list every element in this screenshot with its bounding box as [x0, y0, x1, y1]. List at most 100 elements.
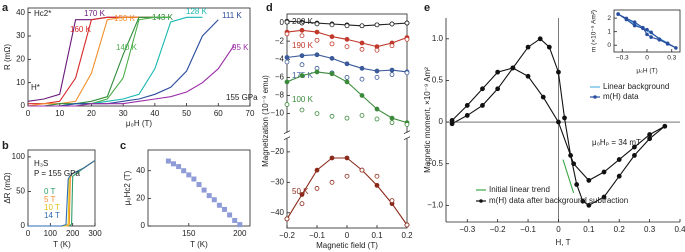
series-label: 50 K — [292, 187, 309, 196]
x-tick-label: 300 — [88, 229, 102, 238]
marker — [525, 44, 531, 50]
marker — [586, 202, 592, 208]
y-tick-label: −40 — [270, 208, 284, 217]
marker — [314, 186, 320, 191]
marker — [176, 164, 182, 170]
marker — [374, 74, 380, 80]
marker — [299, 107, 305, 113]
marker — [299, 53, 305, 59]
marker — [314, 37, 320, 43]
marker — [216, 202, 222, 208]
x-tick-label: −0.1 — [309, 231, 325, 240]
marker — [662, 123, 668, 129]
marker — [510, 65, 516, 71]
annotation: Hc2* — [34, 9, 51, 18]
marker — [359, 113, 365, 118]
y-tick-label: 20 — [136, 193, 145, 202]
x-tick-label: 0 — [26, 109, 31, 118]
x-tick-label: 0.1 — [371, 231, 383, 240]
marker — [546, 44, 552, 50]
marker — [181, 168, 187, 174]
x-tick-label: 200 — [66, 229, 80, 238]
marker — [284, 216, 290, 222]
marker — [495, 69, 501, 75]
series-line — [27, 16, 155, 107]
marker — [344, 155, 350, 161]
marker — [556, 69, 561, 75]
marker — [314, 21, 320, 27]
marker — [329, 179, 335, 185]
marker — [329, 113, 335, 119]
marker — [389, 21, 395, 27]
marker — [314, 167, 320, 173]
marker — [674, 46, 678, 50]
marker — [237, 222, 243, 228]
y-tick-label: −1.0 — [427, 200, 443, 209]
marker — [171, 161, 176, 167]
x-tick-label: 100 — [44, 229, 58, 238]
x-tick-label: 0.3 — [644, 225, 656, 234]
panel-letter: c — [120, 140, 126, 152]
marker — [359, 40, 365, 46]
series-label: 190 K — [292, 41, 314, 50]
marker — [632, 152, 637, 158]
series-label: 0 T — [44, 187, 56, 196]
break-mark — [403, 130, 411, 135]
marker — [299, 62, 305, 68]
marker — [641, 26, 645, 31]
marker — [299, 192, 305, 197]
annotation: P = 155 GPa — [34, 169, 80, 178]
marker — [191, 176, 197, 182]
y-tick-label: 10 — [16, 78, 25, 87]
marker — [329, 34, 335, 40]
series-line — [28, 16, 171, 107]
marker — [206, 193, 212, 199]
y-tick-label: −6 — [275, 72, 285, 81]
marker — [359, 76, 365, 82]
x-axis-label: H, T — [556, 238, 571, 247]
y-tick-label: 1 — [607, 28, 611, 35]
legend-label: m(H) data — [603, 92, 639, 101]
x-tick-label: −0.3 — [459, 225, 475, 234]
marker — [329, 22, 335, 28]
marker — [574, 182, 580, 187]
x-tick-label: −0.3 — [616, 55, 629, 62]
marker — [389, 120, 395, 126]
marker — [299, 33, 305, 39]
marker — [284, 19, 290, 25]
marker — [540, 94, 546, 100]
x-axis-label: μ₀H (T) — [636, 68, 657, 75]
marker — [404, 222, 410, 228]
series-label: 200 K — [292, 17, 314, 26]
marker — [284, 79, 290, 85]
marker — [562, 115, 567, 121]
series-line — [28, 16, 203, 107]
series-label: 5 T — [44, 195, 56, 204]
marker — [222, 206, 227, 212]
plot-frame — [27, 7, 251, 107]
y-tick-label: 40 — [16, 8, 25, 17]
marker — [389, 67, 395, 73]
marker — [616, 157, 622, 162]
marker — [232, 217, 238, 223]
marker — [645, 32, 649, 37]
break-mark — [403, 136, 411, 141]
marker — [374, 106, 380, 112]
legend-label: Initial linear trend — [489, 185, 550, 194]
legend-label: Linear background — [603, 82, 669, 91]
y-tick-label: 0 — [439, 117, 444, 126]
series-label: 170 K — [84, 9, 106, 18]
marker — [389, 43, 395, 49]
marker — [404, 70, 410, 76]
marker — [580, 198, 586, 204]
marker — [314, 111, 320, 116]
marker — [568, 152, 573, 158]
marker — [329, 155, 335, 161]
y-tick-label: 0 — [21, 101, 26, 110]
x-axis-label: Magnetic field (T) — [316, 241, 378, 250]
marker — [299, 20, 305, 26]
marker — [344, 36, 350, 42]
marker — [649, 30, 653, 35]
series-label: 100 K — [292, 95, 314, 104]
